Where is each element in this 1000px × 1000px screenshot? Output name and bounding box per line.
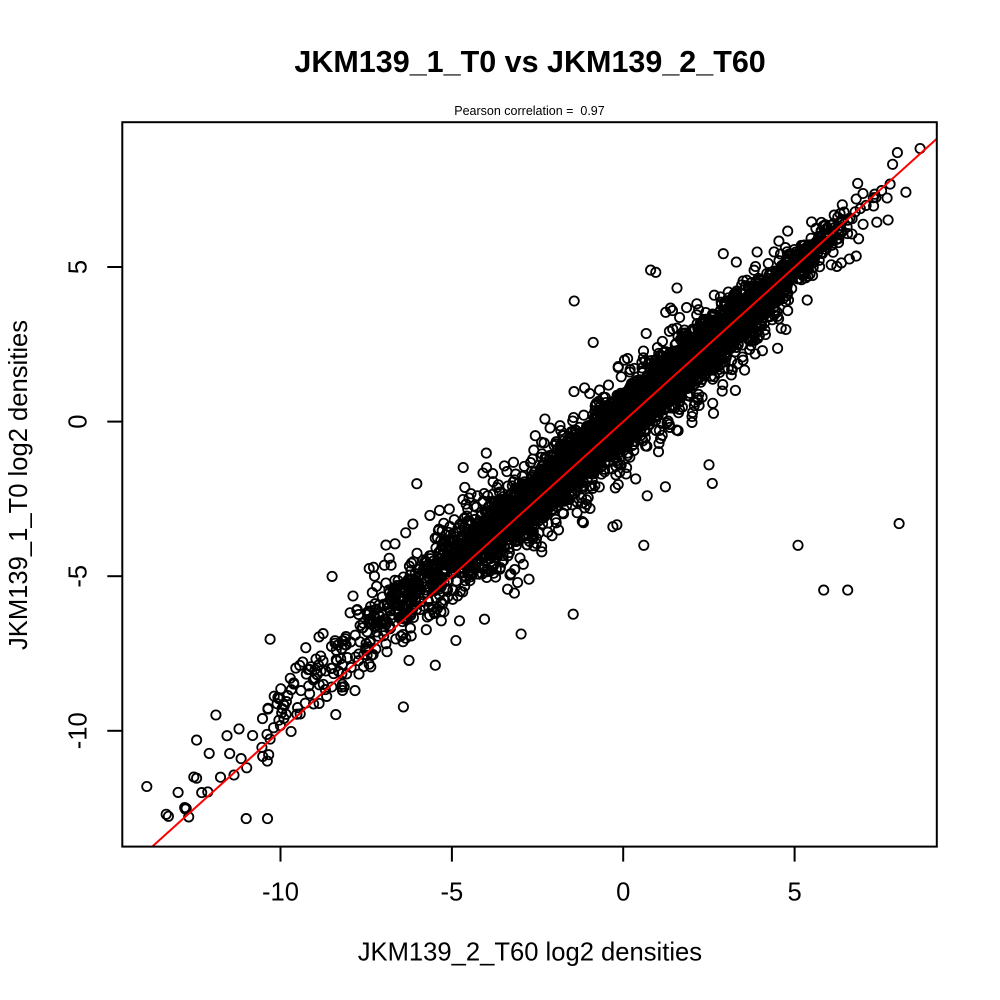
svg-text:-10: -10 bbox=[262, 879, 299, 907]
svg-text:-5: -5 bbox=[65, 565, 93, 588]
svg-text:Pearson correlation = 0.97: Pearson correlation = 0.97 bbox=[454, 104, 604, 118]
svg-text:5: 5 bbox=[787, 879, 801, 907]
svg-text:5: 5 bbox=[65, 260, 93, 274]
svg-text:JKM139_1_T0 log2 densities: JKM139_1_T0 log2 densities bbox=[5, 320, 33, 650]
svg-text:-5: -5 bbox=[441, 879, 464, 907]
svg-text:-10: -10 bbox=[65, 712, 93, 749]
svg-text:0: 0 bbox=[616, 879, 630, 907]
svg-text:0: 0 bbox=[65, 414, 93, 428]
svg-text:JKM139_2_T60 log2 densities: JKM139_2_T60 log2 densities bbox=[358, 939, 702, 967]
svg-text:JKM139_1_T0 vs JKM139_2_T60: JKM139_1_T0 vs JKM139_2_T60 bbox=[294, 45, 765, 79]
